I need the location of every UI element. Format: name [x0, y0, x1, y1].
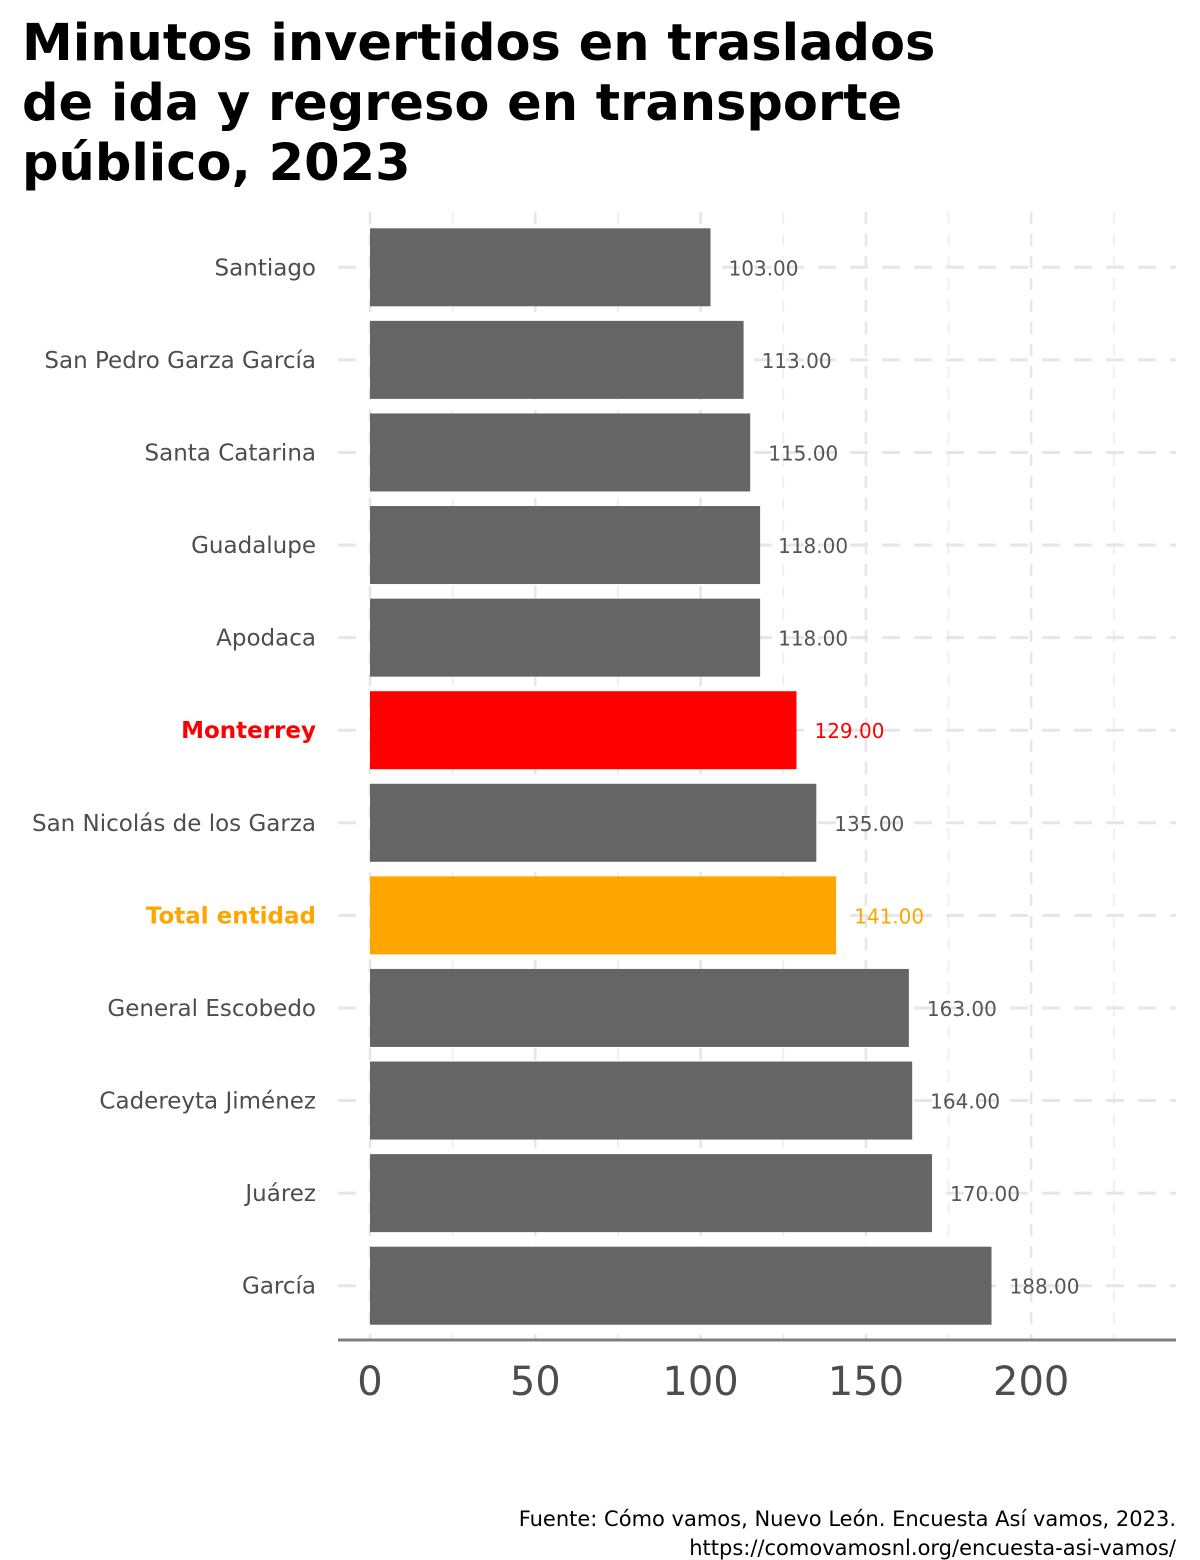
chart-title-line: público, 2023 [22, 134, 411, 193]
category-label: Monterrey [181, 718, 316, 744]
x-tick-label: 200 [993, 1359, 1069, 1405]
bar-chart: 103.00 Santiago 113.00 San Pedro Garza Garc… [32, 212, 1176, 1405]
bar [370, 598, 761, 677]
category-label: Cadereyta Jiménez [99, 1089, 316, 1115]
bar-value-label: 163.00 [927, 997, 997, 1021]
category-label: Santa Catarina [145, 440, 316, 466]
bar [370, 320, 744, 399]
category-label: Total entidad [146, 903, 316, 929]
bar [370, 1154, 933, 1233]
bar-value-label: 118.00 [778, 627, 848, 651]
bar [370, 228, 711, 307]
chart-title: Minutos invertidos en traslados de ida y… [22, 14, 1022, 194]
category-label: Guadalupe [191, 533, 316, 559]
x-tick-label: 0 [357, 1359, 382, 1405]
category-label: San Pedro Garza García [44, 348, 316, 374]
bar [370, 1061, 913, 1140]
bar-value-label: 141.00 [854, 904, 924, 928]
chart-title-line: Minutos invertidos en traslados [22, 14, 936, 73]
category-label: San Nicolás de los Garza [32, 811, 316, 837]
bar-value-label: 188.00 [1010, 1275, 1080, 1299]
source-url: https://comovamosnl.org/encuesta-asi-vam… [689, 1536, 1176, 1560]
chart-title-line: de ida y regreso en transporte [22, 74, 903, 133]
bar-value-label: 129.00 [814, 719, 884, 743]
bar [370, 968, 909, 1047]
bar-value-label: 113.00 [762, 349, 832, 373]
bar-value-label: 164.00 [930, 1090, 1000, 1114]
category-label: García [242, 1274, 316, 1300]
category-label: Santiago [215, 255, 316, 281]
bar-value-label: 170.00 [950, 1182, 1020, 1206]
bar [370, 506, 761, 585]
bar [370, 783, 817, 862]
x-tick-label: 50 [510, 1359, 561, 1405]
bar-value-label: 135.00 [834, 812, 904, 836]
source-caption: Fuente: Cómo vamos, Nuevo León. Encuesta… [518, 1507, 1176, 1531]
bar [370, 413, 751, 492]
category-label: Juárez [243, 1181, 316, 1207]
x-tick-label: 150 [828, 1359, 904, 1405]
bar-value-label: 118.00 [778, 534, 848, 558]
category-label: Apodaca [216, 626, 316, 652]
bar [370, 691, 797, 770]
bar [370, 876, 837, 955]
bar-value-label: 115.00 [768, 441, 838, 465]
bar [370, 1246, 992, 1325]
category-label: General Escobedo [107, 996, 316, 1022]
bar-value-label: 103.00 [729, 256, 799, 280]
x-tick-label: 100 [662, 1359, 738, 1405]
